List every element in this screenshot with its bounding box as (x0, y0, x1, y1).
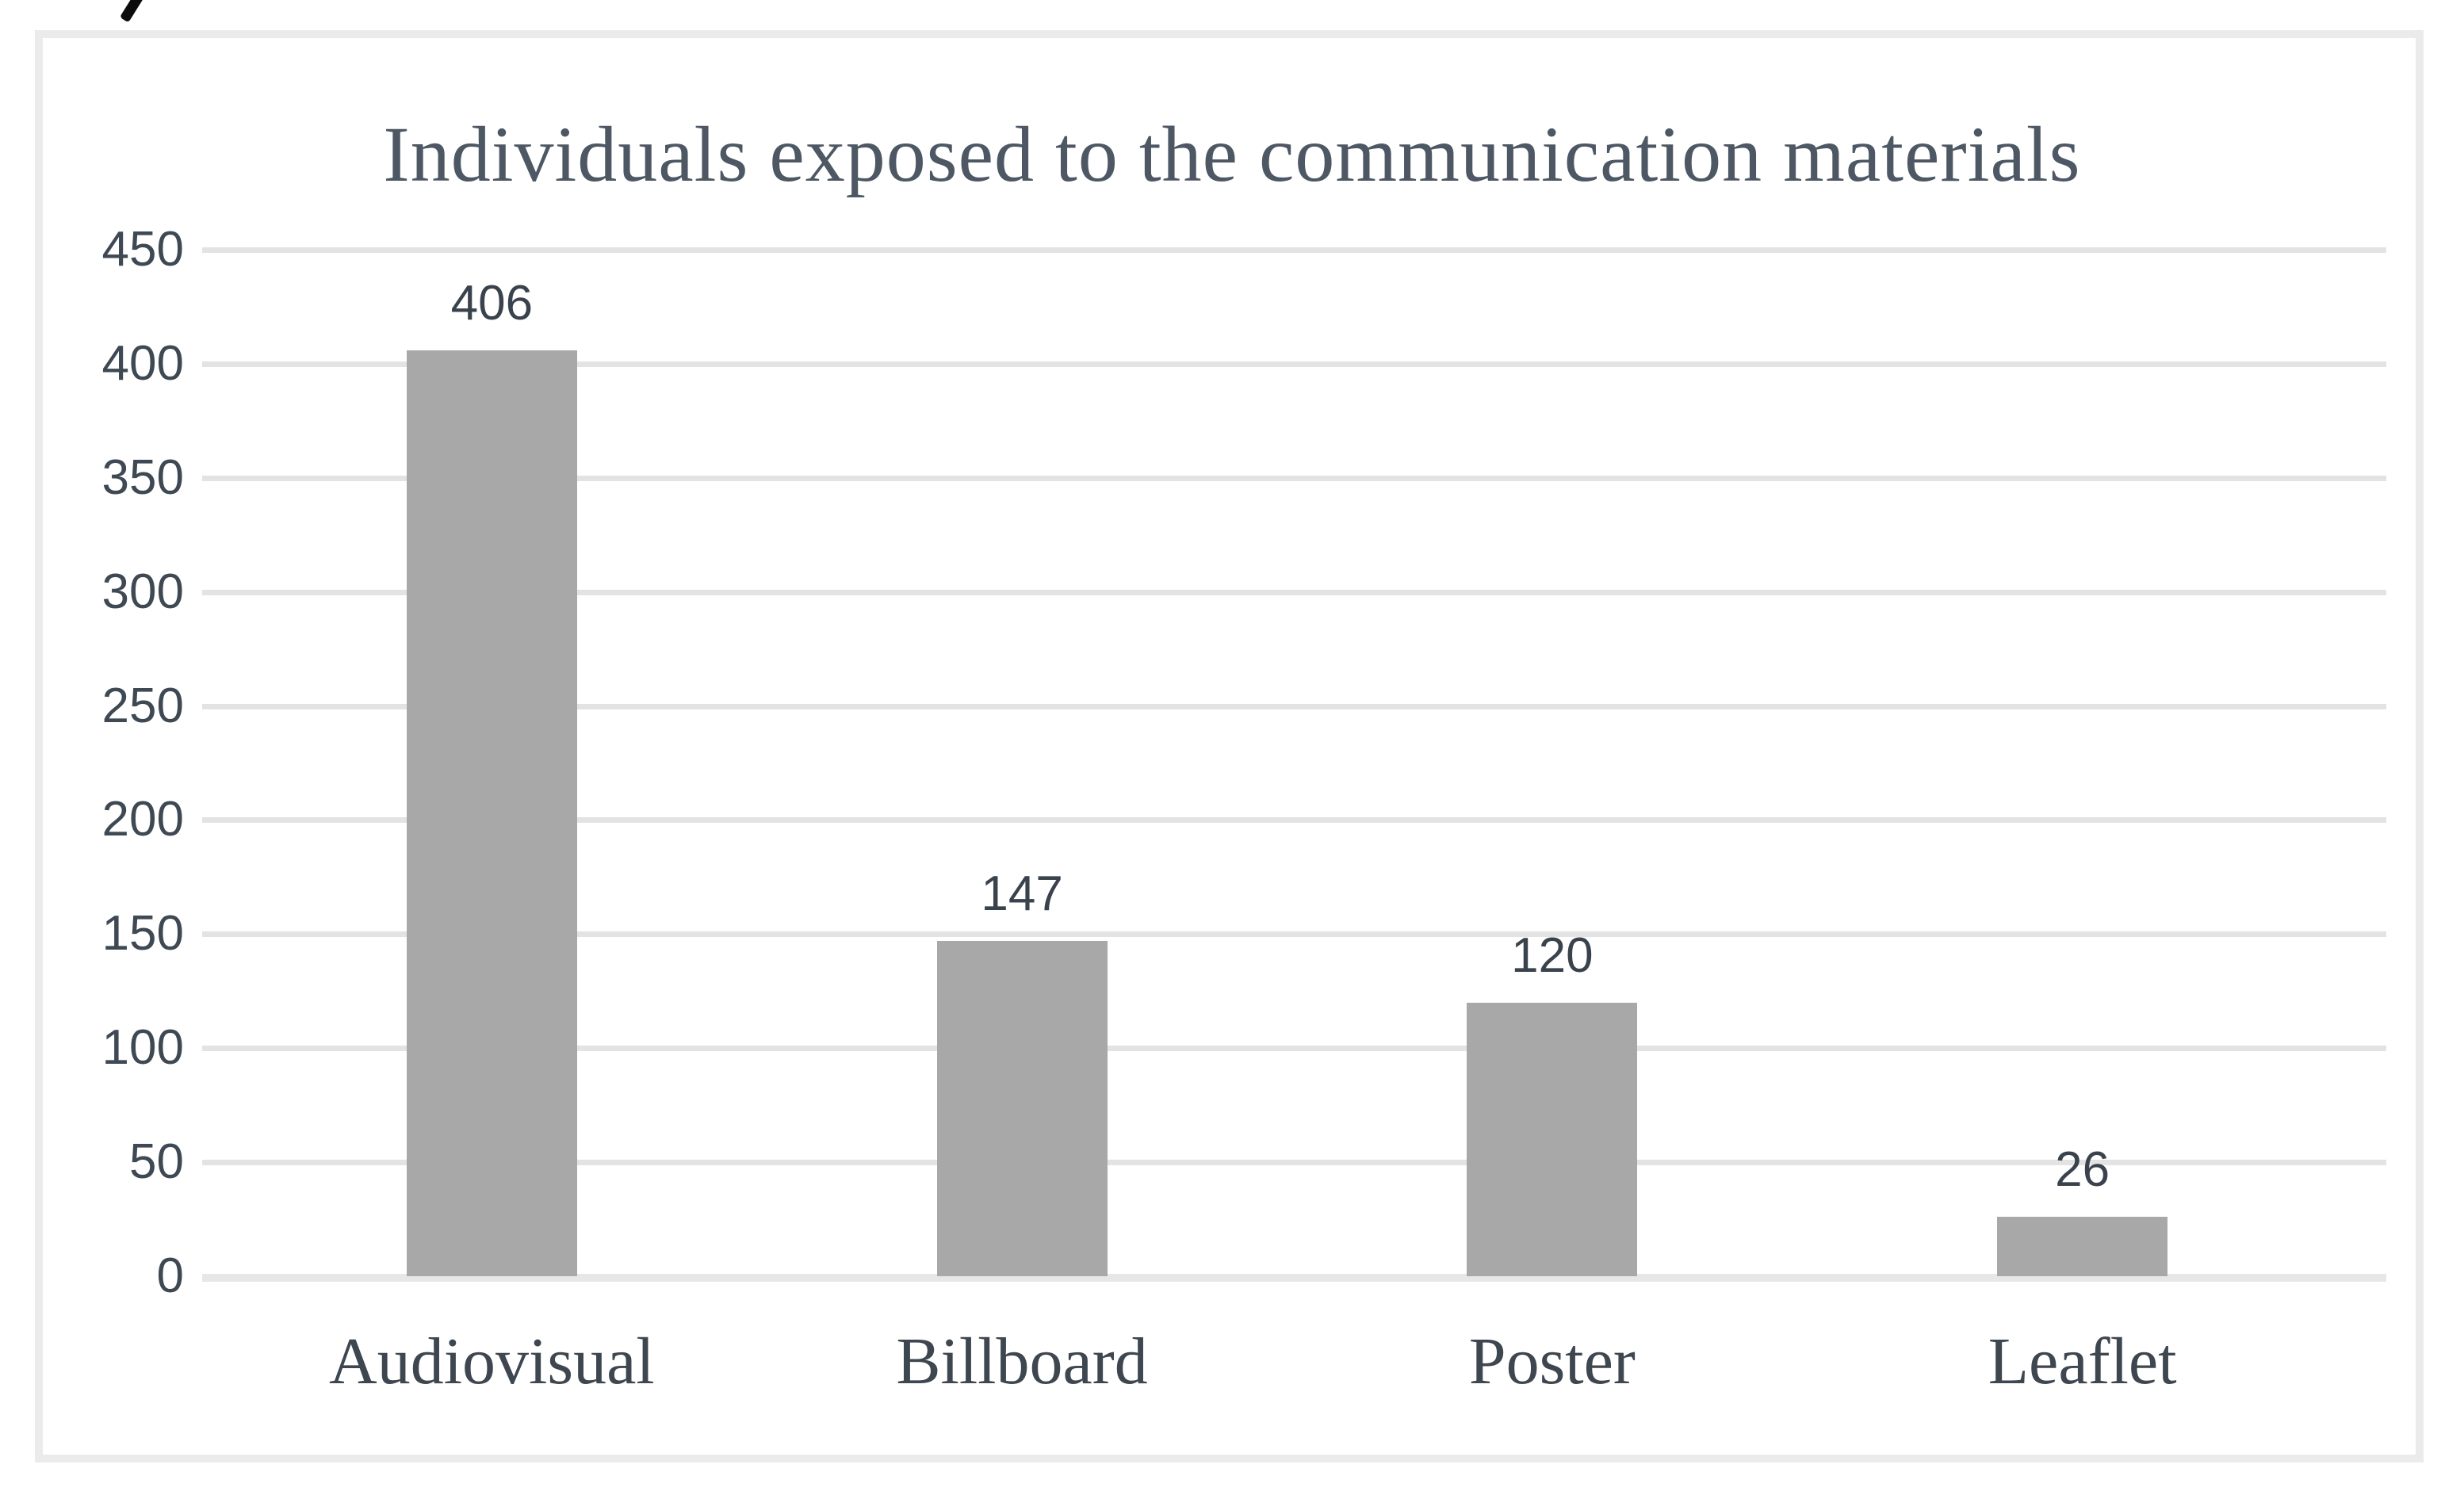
bar-value-label-poster: 120 (1511, 927, 1594, 983)
y-axis-tick-label-150: 150 (101, 906, 184, 962)
y-axis-tick-label-50: 50 (129, 1134, 184, 1190)
x-axis-category-label-poster: Poster (1468, 1325, 1636, 1398)
cropped-figure-label-glyph (119, 0, 145, 23)
x-axis-category-label-audiovisual: Audiovisual (329, 1325, 655, 1398)
plot-area: 406 147 120 26 (202, 247, 2386, 1282)
gridline-200 (202, 817, 2386, 824)
bar-value-label-leaflet: 26 (2055, 1142, 2110, 1198)
gridline-150 (202, 931, 2386, 938)
x-axis-category-label-leaflet: Leaflet (1988, 1325, 2177, 1398)
bar-billboard (936, 940, 1108, 1276)
y-axis-tick-label-250: 250 (101, 678, 184, 733)
chart-title: Individuals exposed to the communication… (383, 110, 2081, 198)
bar-audiovisual (406, 350, 577, 1276)
y-axis-tick-label-350: 350 (101, 449, 184, 505)
y-axis-tick-label-200: 200 (101, 792, 184, 847)
gridline-450 (202, 247, 2386, 253)
bar-leaflet (1997, 1217, 2168, 1276)
gridline-0 (202, 1274, 2386, 1282)
y-axis-tick-label-100: 100 (101, 1020, 184, 1076)
gridline-100 (202, 1046, 2386, 1052)
gridline-300 (202, 589, 2386, 595)
gridline-250 (202, 703, 2386, 709)
y-axis-tick-label-0: 0 (156, 1248, 184, 1303)
bar-value-label-billboard: 147 (981, 866, 1063, 921)
bar-value-label-audiovisual: 406 (450, 275, 534, 331)
bar-poster (1467, 1002, 1638, 1276)
gridline-400 (202, 361, 2386, 367)
y-axis-tick-label-450: 450 (101, 222, 184, 277)
gridline-350 (202, 475, 2386, 481)
x-axis-category-label-billboard: Billboard (896, 1325, 1148, 1398)
y-axis-tick-label-400: 400 (101, 335, 184, 391)
y-axis-tick-label-300: 300 (101, 564, 184, 619)
gridline-50 (202, 1160, 2386, 1166)
